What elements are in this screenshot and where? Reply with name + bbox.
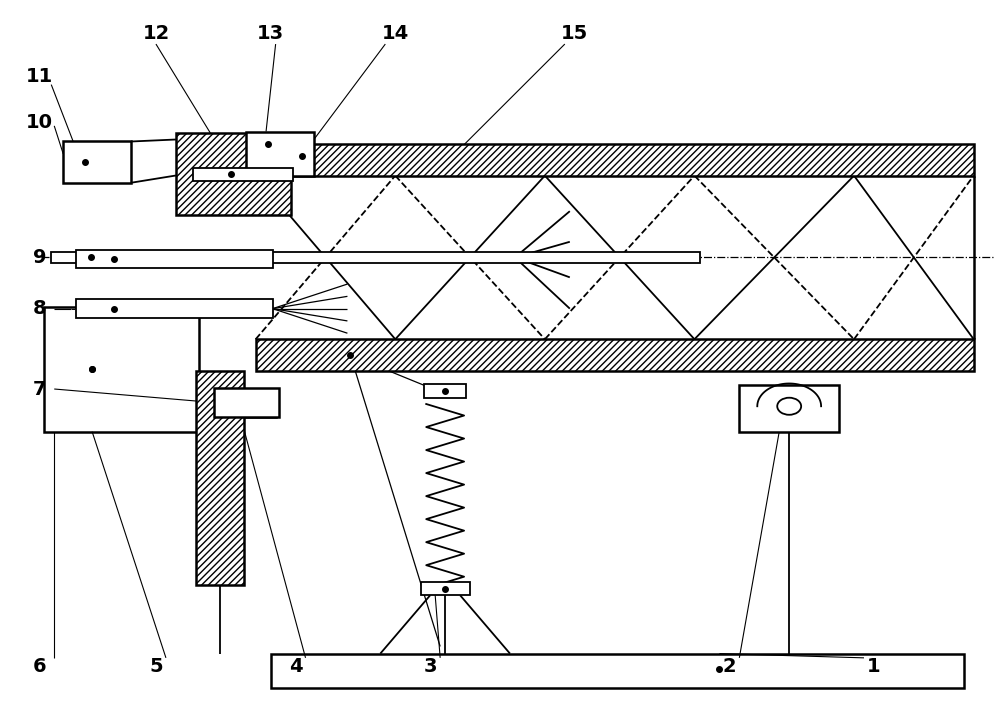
Bar [51,252,700,263]
Text: 1: 1 [867,657,881,676]
Text: 7: 7 [33,380,46,398]
Bar [76,250,273,268]
Text: 11: 11 [26,66,53,86]
Text: 8: 8 [32,299,46,318]
Text: 14: 14 [382,24,409,43]
Bar [246,131,314,176]
Bar [256,144,974,176]
Bar [176,133,291,215]
Text: 4: 4 [289,657,302,676]
Text: 2: 2 [723,657,736,676]
Bar [193,168,293,181]
Text: 13: 13 [257,24,284,43]
Text: 10: 10 [26,113,53,132]
Text: 6: 6 [32,657,46,676]
Text: 15: 15 [561,24,588,43]
Bar [44,307,199,432]
Bar [196,371,244,585]
Bar [424,384,466,398]
Text: 5: 5 [149,657,163,676]
Text: 3: 3 [423,657,437,676]
Bar [739,386,839,432]
Bar [256,339,974,371]
Bar [271,653,964,688]
Text: 12: 12 [142,24,170,43]
Bar [214,388,279,418]
Bar [216,391,276,418]
Bar [63,141,131,183]
Text: 9: 9 [33,248,46,267]
Bar [421,583,470,595]
Bar [76,299,273,318]
